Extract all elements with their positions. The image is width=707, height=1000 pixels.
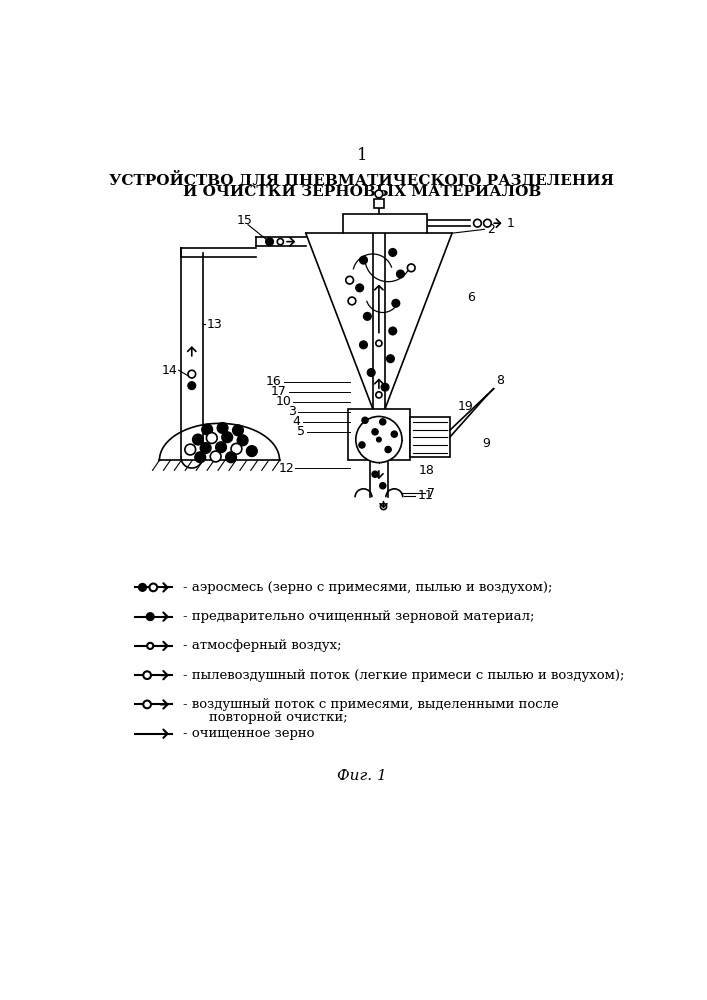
Circle shape (380, 419, 386, 425)
Circle shape (210, 451, 221, 462)
Circle shape (375, 190, 382, 198)
Text: 2: 2 (486, 223, 495, 236)
Circle shape (372, 429, 378, 435)
Circle shape (389, 249, 397, 256)
Circle shape (484, 219, 491, 227)
Circle shape (380, 483, 386, 489)
Circle shape (247, 446, 257, 456)
Text: 6: 6 (467, 291, 475, 304)
Circle shape (206, 433, 217, 443)
Circle shape (147, 643, 153, 649)
Text: 15: 15 (236, 214, 252, 227)
Circle shape (387, 355, 395, 363)
Circle shape (144, 671, 151, 679)
Circle shape (389, 327, 397, 335)
Text: И ОЧИСТКИ ЗЕРНОВЫХ МАТЕРИАЛОВ: И ОЧИСТКИ ЗЕРНОВЫХ МАТЕРИАЛОВ (183, 185, 541, 199)
Text: 17: 17 (271, 385, 286, 398)
Text: 14: 14 (161, 364, 177, 377)
Circle shape (266, 238, 274, 246)
Text: - предварительно очищенный зерновой материал;: - предварительно очищенный зерновой мате… (182, 610, 534, 623)
Text: - атмосферный воздух;: - атмосферный воздух; (182, 639, 341, 652)
Circle shape (356, 284, 363, 292)
Text: - пылевоздушный поток (легкие примеси с пылью и воздухом);: - пылевоздушный поток (легкие примеси с … (182, 669, 624, 682)
Circle shape (144, 701, 151, 708)
Circle shape (277, 239, 284, 245)
Bar (373, 199, 385, 208)
Circle shape (407, 264, 415, 272)
Text: 5: 5 (297, 425, 305, 438)
Circle shape (216, 442, 226, 453)
Text: 1: 1 (507, 217, 515, 230)
Circle shape (377, 437, 381, 442)
Circle shape (391, 431, 397, 437)
Text: 16: 16 (266, 375, 282, 388)
Circle shape (362, 417, 368, 423)
Text: УСТРОЙСТВО ДЛЯ ПНЕВМАТИЧЕСКОГО РАЗДЕЛЕНИЯ: УСТРОЙСТВО ДЛЯ ПНЕВМАТИЧЕСКОГО РАЗДЕЛЕНИ… (110, 170, 614, 188)
Bar (409, 417, 450, 457)
Circle shape (188, 370, 196, 378)
Text: 9: 9 (482, 437, 490, 450)
Circle shape (185, 444, 196, 455)
Circle shape (381, 383, 389, 391)
Circle shape (376, 392, 382, 398)
Circle shape (397, 270, 404, 278)
Circle shape (238, 435, 248, 446)
Text: 18: 18 (419, 464, 435, 477)
Circle shape (376, 340, 382, 346)
Circle shape (217, 423, 228, 433)
Circle shape (233, 425, 243, 436)
Text: 7: 7 (426, 487, 435, 500)
Text: Фиг. 1: Фиг. 1 (337, 769, 387, 783)
Text: - воздушный поток с примесями, выделенными после: - воздушный поток с примесями, выделенны… (182, 698, 559, 711)
Text: 1: 1 (356, 147, 367, 164)
Circle shape (372, 471, 378, 477)
Circle shape (139, 584, 146, 591)
Circle shape (188, 382, 196, 389)
Circle shape (368, 369, 375, 376)
Circle shape (231, 443, 242, 454)
Text: 4: 4 (293, 415, 300, 428)
Text: 13: 13 (206, 318, 222, 331)
Circle shape (360, 256, 368, 264)
Text: 12: 12 (279, 462, 294, 475)
Circle shape (363, 312, 371, 320)
Text: 19: 19 (457, 400, 473, 413)
Circle shape (392, 299, 399, 307)
Bar (343, 214, 428, 233)
Circle shape (380, 503, 387, 510)
Text: 3: 3 (288, 405, 296, 418)
Circle shape (146, 613, 154, 620)
Circle shape (356, 416, 402, 463)
Circle shape (201, 424, 213, 435)
Circle shape (200, 443, 211, 453)
Text: 10: 10 (275, 395, 291, 408)
Text: 8: 8 (496, 374, 504, 387)
Circle shape (226, 452, 236, 463)
Text: - очищенное зерно: - очищенное зерно (182, 727, 314, 740)
Circle shape (360, 341, 368, 349)
Bar (348, 409, 409, 460)
Text: 11: 11 (417, 489, 433, 502)
Circle shape (359, 442, 365, 448)
Circle shape (385, 446, 391, 453)
Text: повторной очистки;: повторной очистки; (192, 711, 348, 724)
Circle shape (192, 434, 204, 445)
Circle shape (346, 276, 354, 284)
Circle shape (195, 452, 206, 463)
Circle shape (474, 219, 481, 227)
Circle shape (149, 584, 157, 591)
Text: - аэросмесь (зерно с примесями, пылью и воздухом);: - аэросмесь (зерно с примесями, пылью и … (182, 581, 552, 594)
Circle shape (222, 432, 233, 443)
Circle shape (348, 297, 356, 305)
